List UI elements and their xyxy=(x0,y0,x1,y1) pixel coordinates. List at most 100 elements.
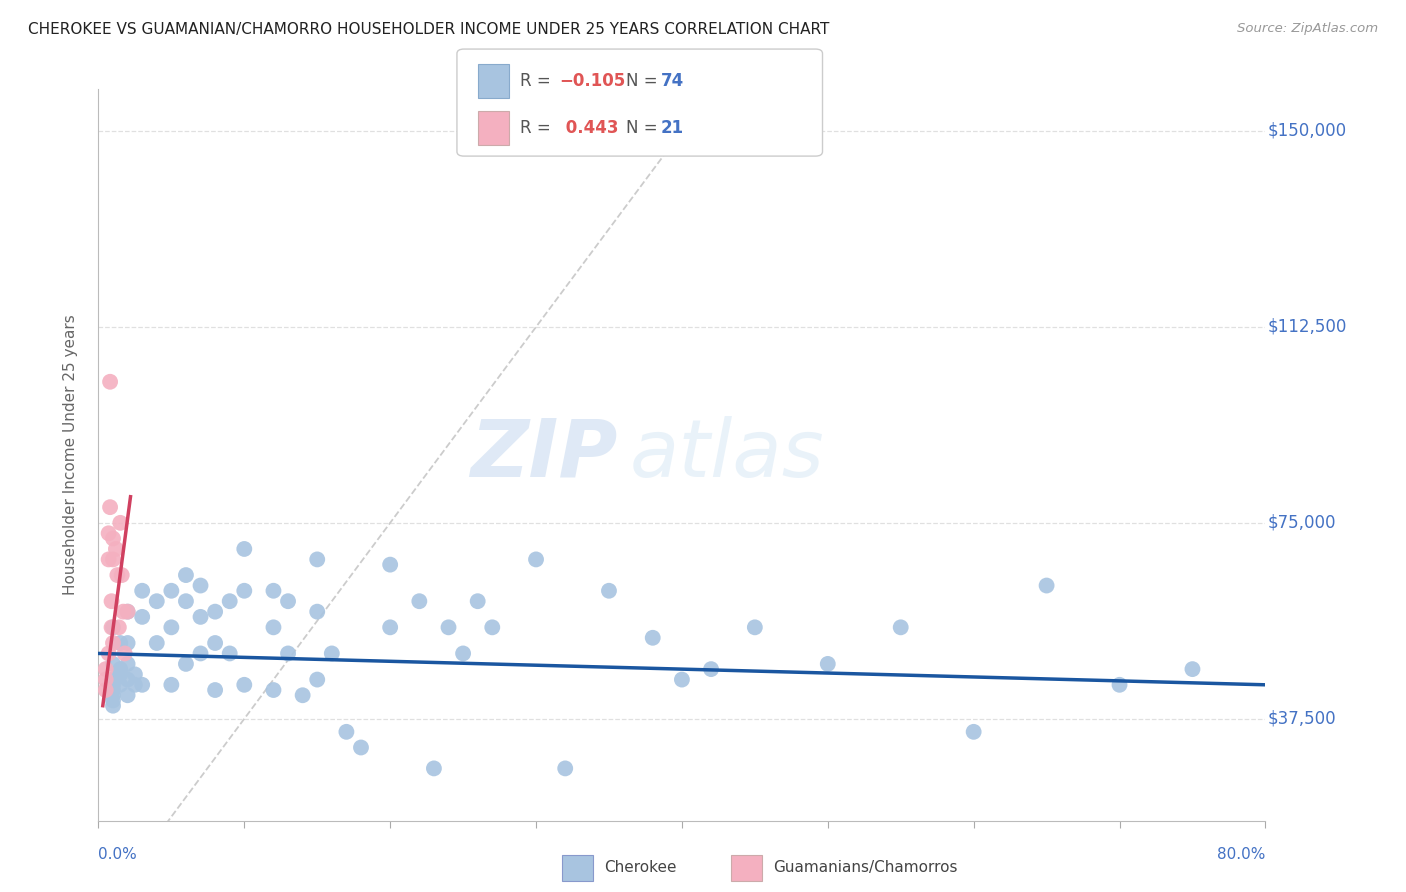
Point xyxy=(160,678,183,692)
Point xyxy=(108,620,131,634)
Point xyxy=(98,375,121,389)
Point xyxy=(262,683,284,698)
Point xyxy=(146,636,169,650)
Point xyxy=(111,568,134,582)
Point xyxy=(307,605,329,619)
Text: $37,500: $37,500 xyxy=(1268,710,1336,728)
Point xyxy=(554,761,576,775)
Text: $75,000: $75,000 xyxy=(1268,514,1336,532)
Text: ZIP: ZIP xyxy=(471,416,617,494)
Point xyxy=(307,673,329,687)
Point xyxy=(233,583,256,598)
Point xyxy=(98,500,121,515)
Point xyxy=(233,678,256,692)
Point xyxy=(671,673,693,687)
Point xyxy=(524,552,547,566)
Text: 21: 21 xyxy=(661,120,683,137)
Point xyxy=(117,636,139,650)
Point xyxy=(204,683,226,698)
Point xyxy=(1108,678,1130,692)
Point xyxy=(1181,662,1204,676)
Point xyxy=(101,688,124,702)
Text: N =: N = xyxy=(626,72,662,90)
Text: 0.0%: 0.0% xyxy=(98,847,138,862)
Text: N =: N = xyxy=(626,120,662,137)
Point xyxy=(117,688,139,702)
Point xyxy=(94,662,117,676)
Text: 0.443: 0.443 xyxy=(560,120,619,137)
Point xyxy=(218,647,240,661)
Point xyxy=(233,541,256,556)
Text: $112,500: $112,500 xyxy=(1268,318,1347,336)
Point xyxy=(112,605,135,619)
Point xyxy=(97,647,120,661)
Point xyxy=(94,673,117,687)
Point xyxy=(101,532,124,546)
Point xyxy=(451,647,474,661)
Point xyxy=(101,552,124,566)
Point xyxy=(700,662,723,676)
Text: 74: 74 xyxy=(661,72,685,90)
Point xyxy=(100,594,122,608)
Point xyxy=(110,662,132,676)
Point xyxy=(817,657,839,671)
Text: R =: R = xyxy=(520,120,557,137)
Point xyxy=(890,620,912,634)
Point xyxy=(131,678,153,692)
Y-axis label: Householder Income Under 25 years: Householder Income Under 25 years xyxy=(63,315,77,595)
Point xyxy=(160,620,183,634)
Point xyxy=(110,516,132,530)
Point xyxy=(481,620,503,634)
Text: R =: R = xyxy=(520,72,557,90)
Point xyxy=(117,605,139,619)
Text: Cherokee: Cherokee xyxy=(605,861,678,875)
Text: $150,000: $150,000 xyxy=(1268,122,1347,140)
Point xyxy=(218,594,240,608)
Point xyxy=(190,647,212,661)
Point xyxy=(146,594,169,608)
Point xyxy=(101,683,124,698)
Point xyxy=(204,636,226,650)
Point xyxy=(97,552,120,566)
Point xyxy=(378,558,402,572)
Point xyxy=(101,636,124,650)
Point xyxy=(598,583,620,598)
Text: atlas: atlas xyxy=(630,416,824,494)
Point xyxy=(174,657,197,671)
Point xyxy=(190,610,212,624)
Point xyxy=(423,761,446,775)
Point xyxy=(174,568,197,582)
Point xyxy=(321,647,343,661)
Point xyxy=(101,678,124,692)
Point xyxy=(291,688,314,702)
Point xyxy=(174,594,197,608)
Point xyxy=(335,724,357,739)
Point xyxy=(110,636,132,650)
Point xyxy=(378,620,402,634)
Point xyxy=(131,583,153,598)
Point xyxy=(408,594,430,608)
Point xyxy=(641,631,664,645)
Point xyxy=(114,647,136,661)
Point xyxy=(307,552,329,566)
Point xyxy=(101,693,124,707)
Text: 80.0%: 80.0% xyxy=(1218,847,1265,862)
Point xyxy=(262,620,284,634)
Point xyxy=(117,673,139,687)
Point xyxy=(262,583,284,598)
Point xyxy=(467,594,489,608)
Point xyxy=(744,620,766,634)
Point xyxy=(101,698,124,713)
Point xyxy=(160,583,183,598)
Point xyxy=(131,610,153,624)
Point xyxy=(190,578,212,592)
Point xyxy=(277,647,299,661)
Point xyxy=(117,657,139,671)
Point xyxy=(437,620,460,634)
Point xyxy=(101,657,124,671)
Text: Guamanians/Chamorros: Guamanians/Chamorros xyxy=(773,861,957,875)
Point xyxy=(94,683,117,698)
Point xyxy=(204,605,226,619)
Text: CHEROKEE VS GUAMANIAN/CHAMORRO HOUSEHOLDER INCOME UNDER 25 YEARS CORRELATION CHA: CHEROKEE VS GUAMANIAN/CHAMORRO HOUSEHOLD… xyxy=(28,22,830,37)
Point xyxy=(97,526,120,541)
